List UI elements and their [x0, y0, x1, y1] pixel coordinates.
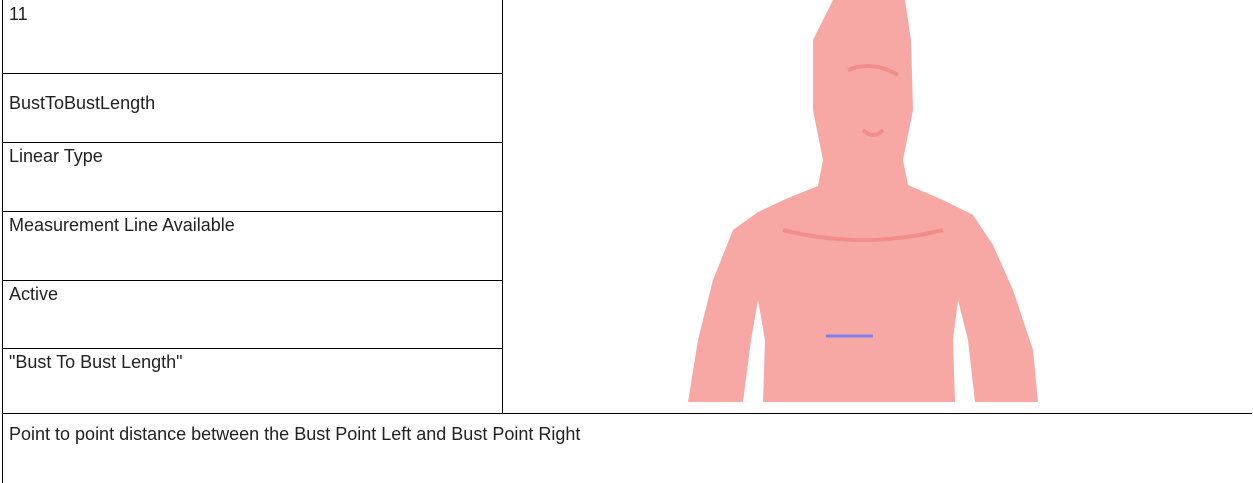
type-cell: Linear Type	[2, 142, 503, 212]
status-cell: Active	[2, 280, 503, 349]
id-cell: 11	[2, 0, 503, 74]
line-cell: Measurement Line Available	[2, 211, 503, 281]
name-cell: BustToBustLength	[2, 73, 503, 143]
silhouette	[688, 0, 1038, 402]
description: Point to point distance between the Bust…	[2, 413, 1252, 483]
label-cell: "Bust To Bust Length"	[2, 348, 503, 414]
body-figure	[688, 0, 1038, 402]
shading	[782, 64, 944, 242]
